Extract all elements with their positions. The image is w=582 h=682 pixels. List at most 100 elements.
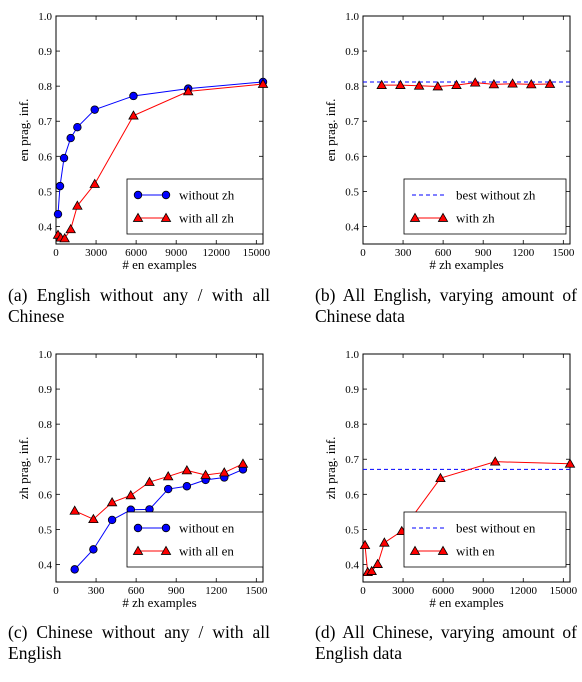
x-tick-label: 6000 [125,247,148,259]
y-tick-label: 0.7 [345,116,359,128]
data-point [90,105,99,114]
data-point [395,79,406,89]
legend-marker [133,523,143,533]
data-point [182,482,192,491]
data-point [257,78,269,88]
data-point [125,489,137,500]
legend-marker [409,212,421,222]
x-tick-label: 12000 [203,247,231,259]
x-tick-label: 3000 [85,247,108,259]
legend-marker [161,523,171,533]
plot-frame [55,353,264,583]
data-point [379,537,390,547]
y-tick-label: 0.5 [345,186,359,198]
data-point [435,472,446,483]
data-point [451,79,462,89]
x-tick-label: 1200 [512,247,535,259]
x-tick-label: 300 [88,585,105,597]
data-point [66,133,75,143]
x-tick-label: 1500 [552,247,575,259]
data-point [89,545,98,554]
y-tick-label: 0.9 [345,384,359,396]
data-point [89,178,101,188]
y-tick-label: 0.4 [38,221,52,233]
x-tick-label: 1500 [245,585,268,597]
caption-c: (c) Chinese without any / with all Engli… [8,622,270,663]
y-tick-label: 0.7 [38,454,52,466]
data-point [218,467,230,477]
data-point [69,505,80,515]
y-tick-label: 0.4 [38,559,52,571]
series-line-blue [74,468,244,570]
data-point [237,458,249,468]
legend-box [126,511,264,568]
y-tick-label: 0.5 [38,186,52,198]
legend-label: best without en [456,521,536,536]
data-point [359,539,371,550]
x-tick-label: 900 [168,585,185,597]
y-tick-label: 0.6 [38,151,52,163]
y-tick-label: 0.6 [38,489,52,501]
data-point [162,471,174,481]
data-point [55,181,65,191]
data-point [182,86,194,96]
data-point [413,80,425,90]
data-point [366,565,377,575]
legend-marker [161,190,171,200]
x-tick-label: 0 [360,585,366,597]
data-point [70,565,79,574]
legend-marker [160,212,172,222]
legend-label: with en [456,544,495,559]
legend: best without zh with zh [403,178,567,235]
x-tick-label: 0 [53,247,59,259]
caption-b: (b) All English, varying amount of Chine… [315,285,577,326]
chart-a: 0.4 0.5 0.6 0.7 0.8 0.9 1.0 0 3000 6000 9000 12000 1… [16,11,271,272]
legend-label: with zh [456,211,495,226]
y-tick-label: 0.9 [345,46,359,58]
y-tick-label: 0.5 [345,524,359,536]
legend-label: without en [179,521,235,536]
data-point [544,78,556,88]
legend-marker [160,545,172,555]
x-tick-label: 300 [395,247,412,259]
legend-marker [409,545,421,555]
data-point [73,122,82,132]
x-tick-label: 900 [475,247,492,259]
y-axis-label: en prag. inf. [323,99,338,162]
x-axis-label: # en examples [122,257,196,272]
legend-label: best without zh [456,188,536,203]
x-axis-label: # zh examples [429,257,503,272]
x-tick-label: 600 [435,247,452,259]
data-point [200,469,211,479]
y-tick-label: 1.0 [345,349,359,361]
data-point [129,91,138,101]
y-tick-label: 0.7 [345,454,359,466]
chart-c: 0.4 0.5 0.6 0.7 0.8 0.9 1.0 0 300 600 900 1200 1500 #… [16,349,268,610]
data-point [163,484,173,494]
data-point [507,78,518,88]
legend: without en with all en [126,511,264,568]
y-tick-label: 0.8 [38,419,52,431]
data-point [65,223,76,234]
y-tick-label: 0.6 [345,151,359,163]
legend-label: with all en [179,544,234,559]
legend-label: without zh [179,188,235,203]
data-point [469,77,481,87]
series-line-red [381,82,550,88]
y-axis-label: en prag. inf. [16,99,31,162]
chart-d: 0.4 0.5 0.6 0.7 0.8 0.9 1.0 0 3000 6000 9000 12000 1… [323,349,578,610]
plot-frame [362,353,571,583]
plot-frame [362,15,571,245]
data-point [144,476,155,486]
data-point [564,458,576,468]
x-tick-label: 9000 [165,247,188,259]
data-point [107,515,117,525]
data-point [59,153,69,163]
x-tick-label: 0 [360,247,366,259]
x-tick-label: 9000 [472,585,495,597]
y-tick-label: 0.9 [38,46,52,58]
x-tick-label: 0 [53,585,59,597]
legend-box [403,178,567,235]
data-point [525,78,537,89]
data-point [432,81,444,91]
